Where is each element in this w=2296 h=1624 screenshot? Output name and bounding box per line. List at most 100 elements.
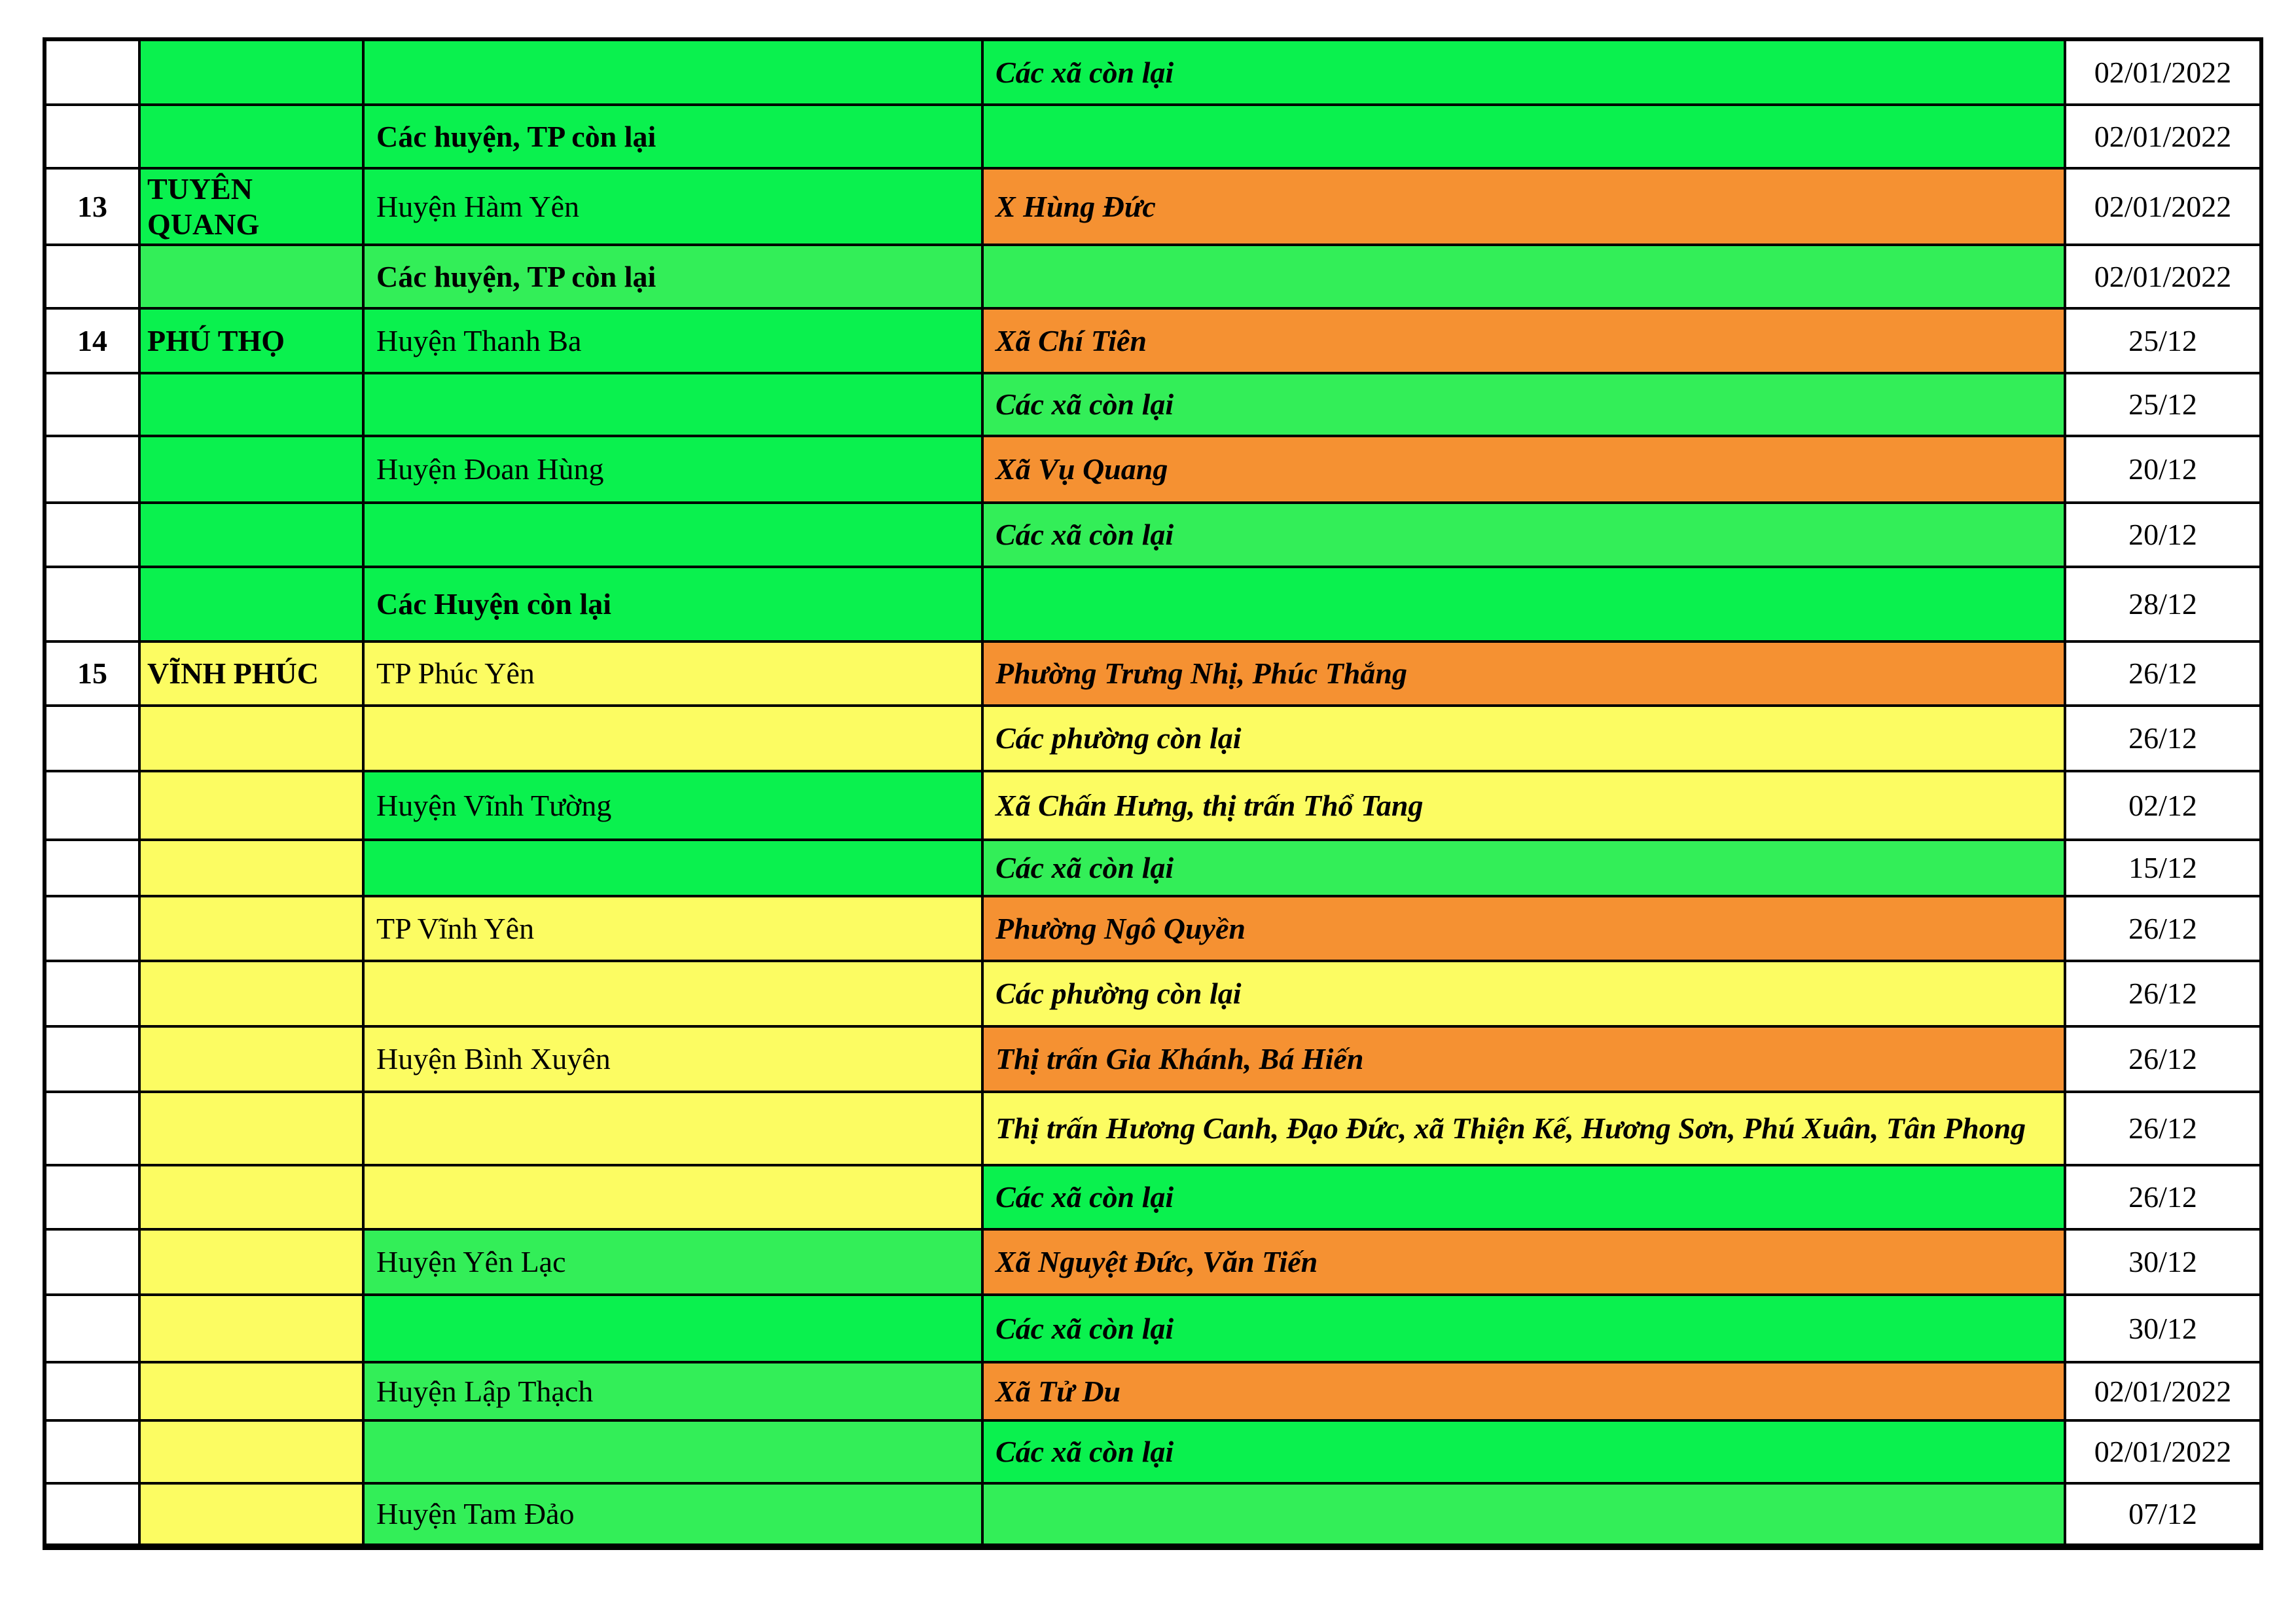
cell-province	[138, 435, 365, 504]
cell-number	[43, 895, 141, 962]
cell-number	[43, 372, 141, 437]
table-row: Các xã còn lại 15/12	[43, 839, 2263, 897]
cell-district	[362, 1293, 984, 1363]
cell-district	[362, 372, 984, 437]
cell-province	[138, 1293, 365, 1363]
table-row: Huyện Đoan Hùng Xã Vụ Quang 20/12	[43, 435, 2263, 504]
schedule-table: Các xã còn lại 02/01/2022 Các huyện, TP cò…	[43, 37, 2263, 1550]
table-row: Huyện Yên Lạc Xã Nguyệt Đức, Văn Tiến 30/1…	[43, 1228, 2263, 1296]
cell-commune: Các phường còn lại	[981, 960, 2066, 1028]
table-row: Thị trấn Hương Canh, Đạo Đức, xã Thiện K…	[43, 1091, 2263, 1166]
cell-number	[43, 566, 141, 643]
cell-number	[43, 704, 141, 772]
cell-province: TUYÊN QUANG	[138, 167, 365, 246]
cell-district: Huyện Thanh Ba	[362, 307, 984, 374]
cell-district	[362, 1419, 984, 1485]
cell-province	[138, 770, 365, 841]
cell-date: 25/12	[2064, 307, 2263, 374]
cell-date: 25/12	[2064, 372, 2263, 437]
cell-number	[43, 1482, 141, 1548]
table-row: Huyện Tam Đảo 07/12	[43, 1482, 2263, 1548]
cell-date: 28/12	[2064, 566, 2263, 643]
cell-province	[138, 244, 365, 310]
cell-number	[43, 1293, 141, 1363]
table-row: 13 TUYÊN QUANG Huyện Hàm Yên X Hùng Đức 02/0…	[43, 167, 2263, 246]
cell-province	[138, 960, 365, 1028]
cell-number: 13	[43, 167, 141, 246]
table-row: Huyện Vĩnh Tường Xã Chấn Hưng, thị trấn T…	[43, 770, 2263, 841]
cell-commune: Các xã còn lại	[981, 501, 2066, 568]
cell-district	[362, 839, 984, 897]
table-row: Các huyện, TP còn lại 02/01/2022	[43, 244, 2263, 310]
cell-number	[43, 1361, 141, 1422]
cell-district: Huyện Lập Thạch	[362, 1361, 984, 1422]
cell-date: 26/12	[2064, 640, 2263, 707]
table-row: Các Huyện còn lại 28/12	[43, 566, 2263, 643]
cell-district: Huyện Yên Lạc	[362, 1228, 984, 1296]
cell-district: Huyện Bình Xuyên	[362, 1025, 984, 1093]
cell-number: 14	[43, 307, 141, 374]
table-row: Các xã còn lại 30/12	[43, 1293, 2263, 1363]
table-row: Các phường còn lại 26/12	[43, 704, 2263, 772]
cell-number	[43, 839, 141, 897]
cell-commune: Phường Trưng Nhị, Phúc Thắng	[981, 640, 2066, 707]
cell-province	[138, 1228, 365, 1296]
cell-commune: Các xã còn lại	[981, 839, 2066, 897]
cell-date: 30/12	[2064, 1228, 2263, 1296]
table-body: Các xã còn lại 02/01/2022 Các huyện, TP cò…	[43, 38, 2263, 1548]
cell-date: 26/12	[2064, 1091, 2263, 1166]
cell-date: 15/12	[2064, 839, 2263, 897]
cell-commune: Xã Vụ Quang	[981, 435, 2066, 504]
cell-district: Các Huyện còn lại	[362, 566, 984, 643]
cell-number	[43, 501, 141, 568]
cell-date: 02/01/2022	[2064, 38, 2263, 106]
cell-province	[138, 1091, 365, 1166]
cell-province	[138, 704, 365, 772]
cell-district	[362, 960, 984, 1028]
cell-number	[43, 38, 141, 106]
table-row: Các xã còn lại 02/01/2022	[43, 38, 2263, 106]
table-row: Các xã còn lại 02/01/2022	[43, 1419, 2263, 1485]
table-row: 14 PHÚ THỌ Huyện Thanh Ba Xã Chí Tiên 25/12	[43, 307, 2263, 374]
cell-date: 26/12	[2064, 960, 2263, 1028]
table-row: Các huyện, TP còn lại 02/01/2022	[43, 103, 2263, 170]
cell-commune: Các xã còn lại	[981, 1293, 2066, 1363]
cell-number	[43, 770, 141, 841]
cell-district: Các huyện, TP còn lại	[362, 103, 984, 170]
cell-province	[138, 1164, 365, 1231]
cell-date: 20/12	[2064, 435, 2263, 504]
table-row: Các xã còn lại 20/12	[43, 501, 2263, 568]
cell-date: 02/01/2022	[2064, 103, 2263, 170]
cell-date: 30/12	[2064, 1293, 2263, 1363]
cell-date: 02/01/2022	[2064, 244, 2263, 310]
cell-number: 15	[43, 640, 141, 707]
cell-district: TP Vĩnh Yên	[362, 895, 984, 962]
cell-district	[362, 1164, 984, 1231]
cell-commune: Phường Ngô Quyền	[981, 895, 2066, 962]
cell-district: Huyện Hàm Yên	[362, 167, 984, 246]
cell-date: 26/12	[2064, 1025, 2263, 1093]
cell-district	[362, 38, 984, 106]
cell-district: Huyện Vĩnh Tường	[362, 770, 984, 841]
cell-province	[138, 38, 365, 106]
cell-number	[43, 435, 141, 504]
table-row: Các xã còn lại 26/12	[43, 1164, 2263, 1231]
table-row: TP Vĩnh Yên Phường Ngô Quyền 26/12	[43, 895, 2263, 962]
cell-number	[43, 244, 141, 310]
cell-province	[138, 1025, 365, 1093]
cell-district: Huyện Đoan Hùng	[362, 435, 984, 504]
cell-province	[138, 1482, 365, 1548]
cell-date: 02/01/2022	[2064, 167, 2263, 246]
cell-commune: Xã Chí Tiên	[981, 307, 2066, 374]
cell-commune: Các xã còn lại	[981, 1164, 2066, 1231]
cell-province: PHÚ THỌ	[138, 307, 365, 374]
cell-date: 26/12	[2064, 895, 2263, 962]
cell-date: 07/12	[2064, 1482, 2263, 1548]
cell-province	[138, 103, 365, 170]
cell-province: VĨNH PHÚC	[138, 640, 365, 707]
cell-date: 02/01/2022	[2064, 1361, 2263, 1422]
cell-district: Huyện Tam Đảo	[362, 1482, 984, 1548]
cell-number	[43, 960, 141, 1028]
cell-commune: Các xã còn lại	[981, 372, 2066, 437]
cell-commune: Các xã còn lại	[981, 38, 2066, 106]
